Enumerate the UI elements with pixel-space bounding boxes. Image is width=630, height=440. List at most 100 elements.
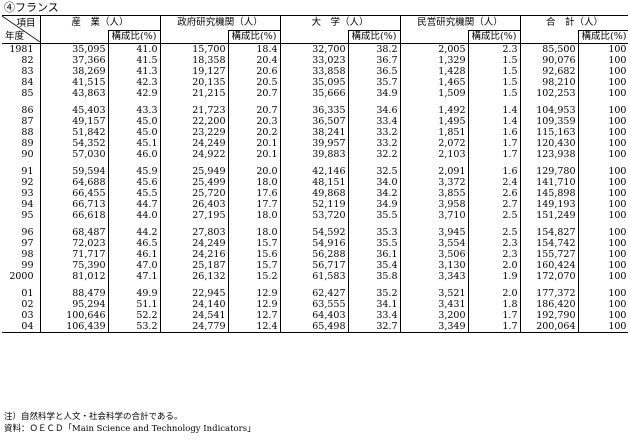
- count-cell: 53,720: [312, 210, 346, 221]
- count-cell: 33,023: [312, 55, 346, 66]
- table-row: 90 57,030 46.0 24,922 20.1 39,883 32.2 2,103 1.7…: [2, 149, 629, 160]
- count-cell: 102,253: [536, 88, 576, 99]
- ratio-cell: 2.5: [467, 210, 521, 221]
- count-cell: 43,863: [72, 88, 106, 99]
- year-cell: 85: [2, 88, 41, 99]
- count-cell: 72,023: [72, 238, 106, 249]
- ratio-cell: 17.6: [227, 188, 281, 199]
- ratio-cell: 100: [577, 88, 629, 99]
- ratio-cell: 2.7: [467, 199, 521, 210]
- ratio-cell: 33.2: [347, 138, 401, 149]
- ratio-cell: 1.7: [467, 138, 521, 149]
- count-cell: 36,507: [312, 116, 346, 127]
- table-row: 02 95,294 51.1 24,140 12.9 63,555 34.1 3,431 1.8…: [2, 299, 629, 310]
- ratio-cell: 100: [577, 177, 629, 188]
- ratio-cell: 100: [577, 271, 629, 282]
- count-cell: 52,119: [312, 199, 346, 210]
- year-cell: 97: [2, 238, 41, 249]
- ratio-cell: 100: [577, 105, 629, 116]
- ratio-cell: 1.9: [467, 271, 521, 282]
- count-cell: 22,200: [192, 116, 226, 127]
- ratio-cell: 15.7: [227, 260, 281, 271]
- count-cell: 3,506: [438, 249, 466, 260]
- count-cell: 68,487: [72, 227, 106, 238]
- ratio-cell: 100: [577, 116, 629, 127]
- count-cell: 2,005: [438, 44, 466, 55]
- count-cell: 27,803: [192, 227, 226, 238]
- table-row: 92 64,688 45.6 25,499 18.0 48,151 34.0 3,372 2.4…: [2, 177, 629, 188]
- ratio-cell: 100: [577, 66, 629, 77]
- count-cell: 3,200: [438, 310, 466, 321]
- year-cell: 87: [2, 116, 41, 127]
- count-cell: 23,229: [192, 127, 226, 138]
- count-cell: 3,130: [438, 260, 466, 271]
- count-cell: 3,945: [438, 227, 466, 238]
- year-cell: 02: [2, 299, 41, 310]
- ratio-cell: 34.6: [347, 105, 401, 116]
- count-cell: 106,439: [40, 321, 108, 333]
- ratio-cell: 12.4: [227, 321, 281, 333]
- count-cell: 57,030: [72, 149, 106, 160]
- count-cell: 66,713: [72, 199, 106, 210]
- table-row: 1981 35,095 41.0 15,700 18.4 32,700 38.2 2,005 2…: [2, 43, 629, 55]
- ratio-cell: 100: [577, 299, 629, 310]
- ratio-cell: 45.0: [107, 127, 161, 138]
- ratio-cell: 20.5: [227, 77, 281, 88]
- count-cell: 200,064: [520, 321, 578, 333]
- ratio-cell: 18.4: [227, 43, 281, 55]
- count-cell: 154,827: [536, 227, 576, 238]
- count-cell: 35,095: [312, 77, 346, 88]
- table-row: 96 68,487 44.2 27,803 18.0 54,592 35.3 3,945 2.5…: [2, 227, 629, 238]
- notes: 注）自然科学と人文・社会科学の合計である。 資料：ＯＥＣＤ「Main Scien…: [4, 411, 256, 435]
- researchers-table: 項目 年度 産 業（人） 政府研究機関（人） 大 学（人） 民営研究機関（人） …: [2, 15, 629, 333]
- ratio-cell: 36.5: [347, 66, 401, 77]
- ratio-header: 構成比(%): [347, 30, 401, 44]
- ratio-cell: 52.2: [107, 310, 161, 321]
- count-cell: 24,541: [192, 310, 226, 321]
- ratio-cell: 20.0: [227, 166, 281, 177]
- count-cell: 26,132: [192, 271, 226, 282]
- ratio-cell: 2.5: [467, 227, 521, 238]
- count-cell: 24,216: [192, 249, 226, 260]
- ratio-cell: 15.2: [227, 271, 281, 282]
- count-cell: 33,858: [312, 66, 346, 77]
- count-cell: 160,424: [536, 260, 576, 271]
- ratio-cell: 20.3: [227, 116, 281, 127]
- count-cell: 24,249: [192, 238, 226, 249]
- ratio-cell: 20.1: [227, 138, 281, 149]
- ratio-cell: 46.0: [107, 149, 161, 160]
- ratio-cell: 12.9: [227, 288, 281, 299]
- year-cell: 99: [2, 260, 41, 271]
- ratio-cell: 1.7: [467, 310, 521, 321]
- year-cell: 94: [2, 199, 41, 210]
- ratio-cell: 34.2: [347, 188, 401, 199]
- ratio-cell: 44.2: [107, 227, 161, 238]
- count-cell: 54,916: [312, 238, 346, 249]
- ratio-cell: 32.5: [347, 166, 401, 177]
- count-cell: 95,294: [72, 299, 106, 310]
- header-row-groups: 項目 年度 産 業（人） 政府研究機関（人） 大 学（人） 民営研究機関（人） …: [2, 15, 629, 44]
- count-cell: 24,140: [192, 299, 226, 310]
- ratio-cell: 45.5: [107, 188, 161, 199]
- ratio-cell: 2.0: [467, 288, 521, 299]
- count-cell: 1,509: [438, 88, 466, 99]
- count-cell: 38,241: [312, 127, 346, 138]
- ratio-cell: 35.3: [347, 227, 401, 238]
- ratio-cell: 20.6: [227, 66, 281, 77]
- count-cell: 3,958: [438, 199, 466, 210]
- ratio-cell: 100: [577, 127, 629, 138]
- ratio-cell: 2.3: [467, 238, 521, 249]
- count-cell: 32,700: [312, 44, 346, 55]
- year-cell: 04: [2, 321, 41, 333]
- ratio-cell: 1.5: [467, 66, 521, 77]
- count-cell: 26,403: [192, 199, 226, 210]
- ratio-cell: 32.2: [347, 149, 401, 160]
- ratio-cell: 42.3: [107, 77, 161, 88]
- ratio-header: 構成比(%): [467, 30, 521, 44]
- count-cell: 115,163: [536, 127, 576, 138]
- ratio-cell: 12.7: [227, 310, 281, 321]
- header-diagonal: [2, 16, 39, 42]
- ratio-cell: 18.0: [227, 177, 281, 188]
- count-cell: 24,779: [160, 321, 228, 333]
- count-cell: 27,195: [192, 210, 226, 221]
